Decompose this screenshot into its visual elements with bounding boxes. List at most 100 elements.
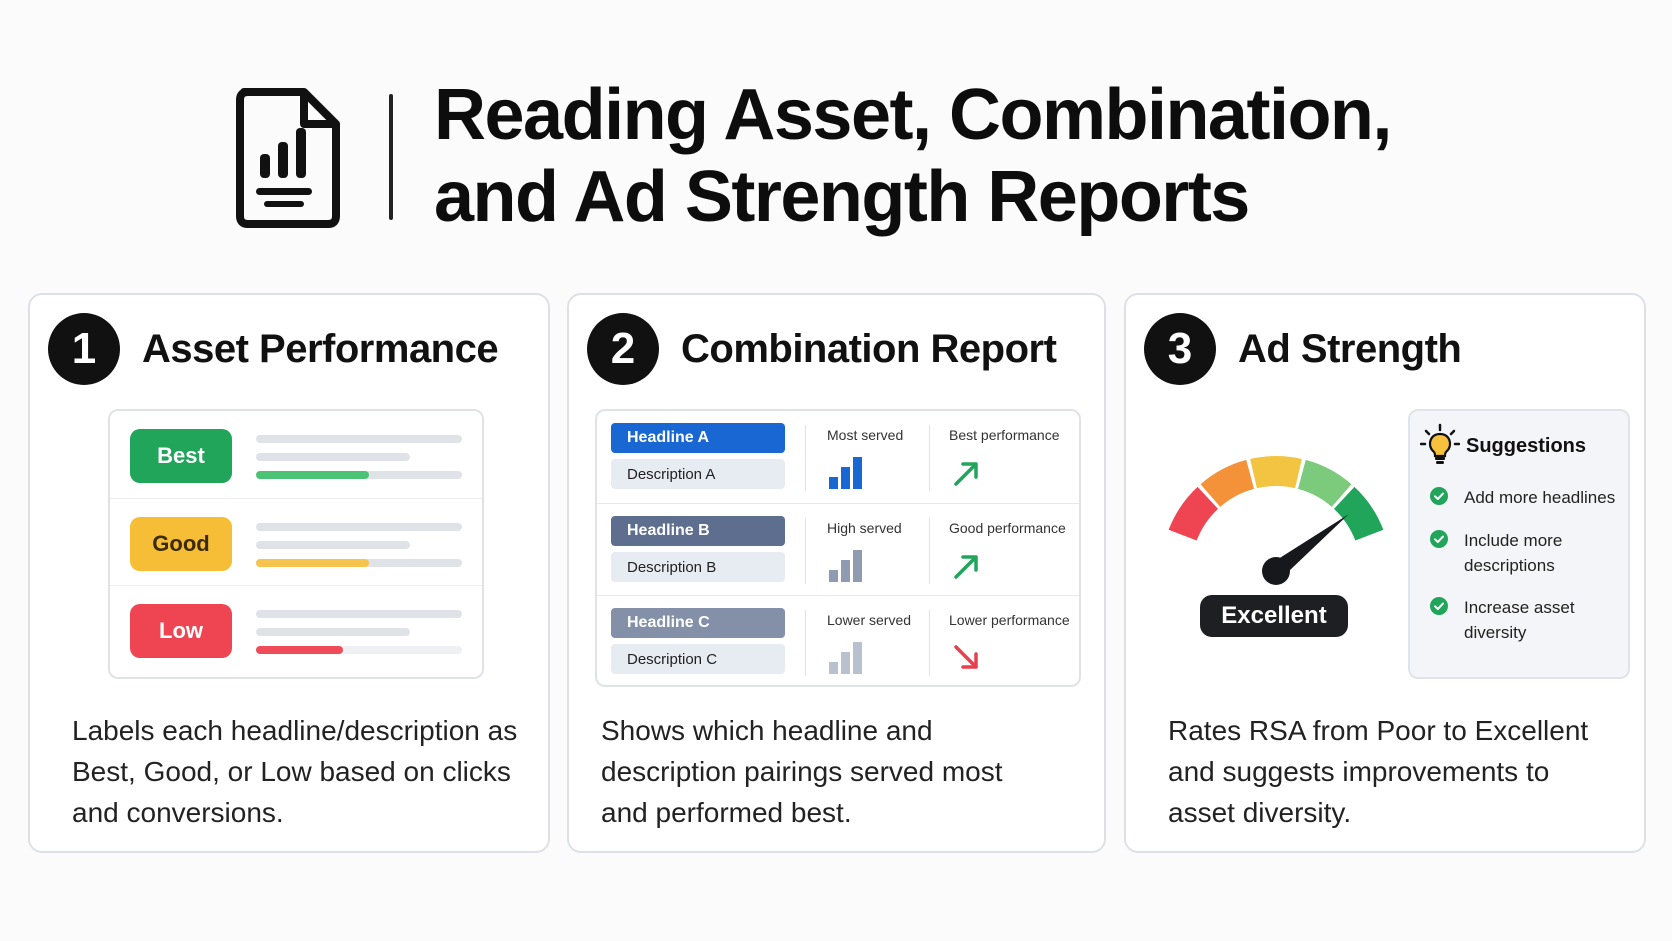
performance-badge: Good bbox=[130, 517, 232, 571]
report-chart-icon bbox=[236, 88, 340, 228]
ad-strength-card: 3 Ad Strength Excellent Suggestions Add … bbox=[1124, 293, 1646, 853]
page-title-line-2: and Ad Strength Reports bbox=[434, 157, 1250, 237]
trend-down-arrow-icon bbox=[954, 645, 978, 669]
column-divider bbox=[929, 425, 930, 491]
performance-bar-track bbox=[256, 471, 462, 479]
check-circle-icon bbox=[1430, 530, 1448, 548]
column-divider bbox=[929, 610, 930, 676]
header-divider bbox=[389, 94, 393, 220]
card-description: Shows which headline and description pai… bbox=[601, 715, 1003, 828]
served-bar bbox=[841, 467, 850, 489]
gauge-rating-label: Excellent bbox=[1200, 595, 1348, 637]
description-chip: Description A bbox=[611, 459, 785, 489]
step-number-badge: 1 bbox=[48, 313, 120, 385]
gauge-needle bbox=[1270, 514, 1349, 579]
served-bar bbox=[829, 570, 838, 582]
asset-row-good: Good bbox=[110, 498, 482, 585]
card-header: 2 Combination Report bbox=[587, 313, 1057, 385]
suggestion-text: Increase asset diversity bbox=[1464, 598, 1575, 642]
performance-bar-track bbox=[256, 559, 462, 567]
served-bars-icon bbox=[829, 642, 862, 674]
arrow-shape bbox=[954, 555, 978, 579]
gauge-hub bbox=[1262, 557, 1290, 585]
page-title-line-1: Reading Asset, Combination, bbox=[434, 75, 1392, 155]
card-header: 3 Ad Strength bbox=[1144, 313, 1462, 385]
combination-report-card: 2 Combination Report Headline A Descript… bbox=[567, 293, 1106, 853]
suggestions-title: Suggestions bbox=[1466, 435, 1587, 457]
lightbulb-icon bbox=[1420, 423, 1460, 464]
description-chip: Description B bbox=[611, 552, 785, 582]
arrow-shape bbox=[954, 462, 978, 486]
asset-row-low: Low bbox=[110, 585, 482, 672]
performance-bar-fill bbox=[256, 471, 370, 479]
served-bar bbox=[853, 550, 862, 582]
card-title: Ad Strength bbox=[1238, 326, 1462, 371]
placeholder-line bbox=[256, 523, 462, 531]
headline-chip: Headline A bbox=[611, 423, 785, 453]
suggestion-item: Include more descriptions bbox=[1430, 528, 1634, 578]
served-label: High served bbox=[827, 520, 902, 536]
combination-row: Headline C Description C Lower served Lo… bbox=[597, 595, 1079, 688]
placeholder-line bbox=[256, 541, 410, 549]
card-description: Labels each headline/description as Best… bbox=[72, 715, 518, 828]
served-bars-icon bbox=[829, 550, 862, 582]
check-circle-icon bbox=[1430, 597, 1448, 615]
served-bar bbox=[853, 642, 862, 674]
trend-up-arrow-icon bbox=[954, 555, 978, 579]
gauge-segment bbox=[1168, 486, 1219, 542]
column-divider bbox=[805, 425, 806, 491]
gauge-segment bbox=[1333, 486, 1384, 542]
performance-label: Lower performance bbox=[949, 612, 1070, 628]
served-bar bbox=[829, 477, 838, 489]
step-number-badge: 3 bbox=[1144, 313, 1216, 385]
page-title: Reading Asset, Combination, and Ad Stren… bbox=[434, 74, 1434, 238]
served-label: Most served bbox=[827, 427, 904, 443]
served-bar bbox=[841, 652, 850, 674]
asset-performance-card: 1 Asset Performance Best Good Low Labels… bbox=[28, 293, 550, 853]
performance-label: Good performance bbox=[949, 520, 1066, 536]
combination-row: Headline A Description A Most served Bes… bbox=[597, 411, 1079, 503]
check-circle-icon bbox=[1430, 487, 1448, 505]
served-bars-icon bbox=[829, 457, 862, 489]
placeholder-line bbox=[256, 453, 410, 461]
performance-badge: Low bbox=[130, 604, 232, 658]
placeholder-line bbox=[256, 628, 410, 636]
served-bar bbox=[841, 560, 850, 582]
arrow-shape bbox=[954, 645, 978, 669]
gauge-segment bbox=[1250, 456, 1302, 489]
step-number-badge: 2 bbox=[587, 313, 659, 385]
performance-badge: Best bbox=[130, 429, 232, 483]
combination-table: Headline A Description A Most served Bes… bbox=[595, 409, 1081, 687]
card-header: 1 Asset Performance bbox=[48, 313, 499, 385]
column-divider bbox=[805, 610, 806, 676]
trend-up-arrow-icon bbox=[954, 462, 978, 486]
served-bar bbox=[853, 457, 862, 489]
placeholder-line bbox=[256, 435, 462, 443]
card-description: Rates RSA from Poor to Excellent and sug… bbox=[1168, 715, 1589, 828]
ad-strength-gauge bbox=[1168, 456, 1384, 585]
placeholder-line bbox=[256, 610, 462, 618]
suggestions-panel: Suggestions Add more headlines Include m… bbox=[1408, 409, 1630, 679]
card-title: Combination Report bbox=[681, 326, 1057, 371]
performance-bar-fill bbox=[256, 646, 343, 654]
performance-bar-fill bbox=[256, 559, 370, 567]
column-divider bbox=[805, 518, 806, 584]
combination-row: Headline B Description B High served Goo… bbox=[597, 503, 1079, 596]
headline-chip: Headline C bbox=[611, 608, 785, 638]
performance-bar-track bbox=[256, 646, 462, 654]
performance-label: Best performance bbox=[949, 427, 1060, 443]
gauge-segment bbox=[1297, 459, 1352, 508]
description-chip: Description C bbox=[611, 644, 785, 674]
gauge-segment bbox=[1200, 459, 1255, 508]
suggestion-text: Include more descriptions bbox=[1464, 531, 1563, 575]
asset-row-best: Best bbox=[110, 411, 482, 497]
suggestion-item: Add more headlines bbox=[1430, 485, 1634, 510]
headline-chip: Headline B bbox=[611, 516, 785, 546]
suggestion-item: Increase asset diversity bbox=[1430, 595, 1634, 645]
column-divider bbox=[929, 518, 930, 584]
served-label: Lower served bbox=[827, 612, 912, 628]
asset-label-panel: Best Good Low bbox=[108, 409, 484, 679]
card-title: Asset Performance bbox=[142, 326, 499, 371]
suggestion-text: Add more headlines bbox=[1464, 488, 1616, 507]
served-bar bbox=[829, 662, 838, 674]
